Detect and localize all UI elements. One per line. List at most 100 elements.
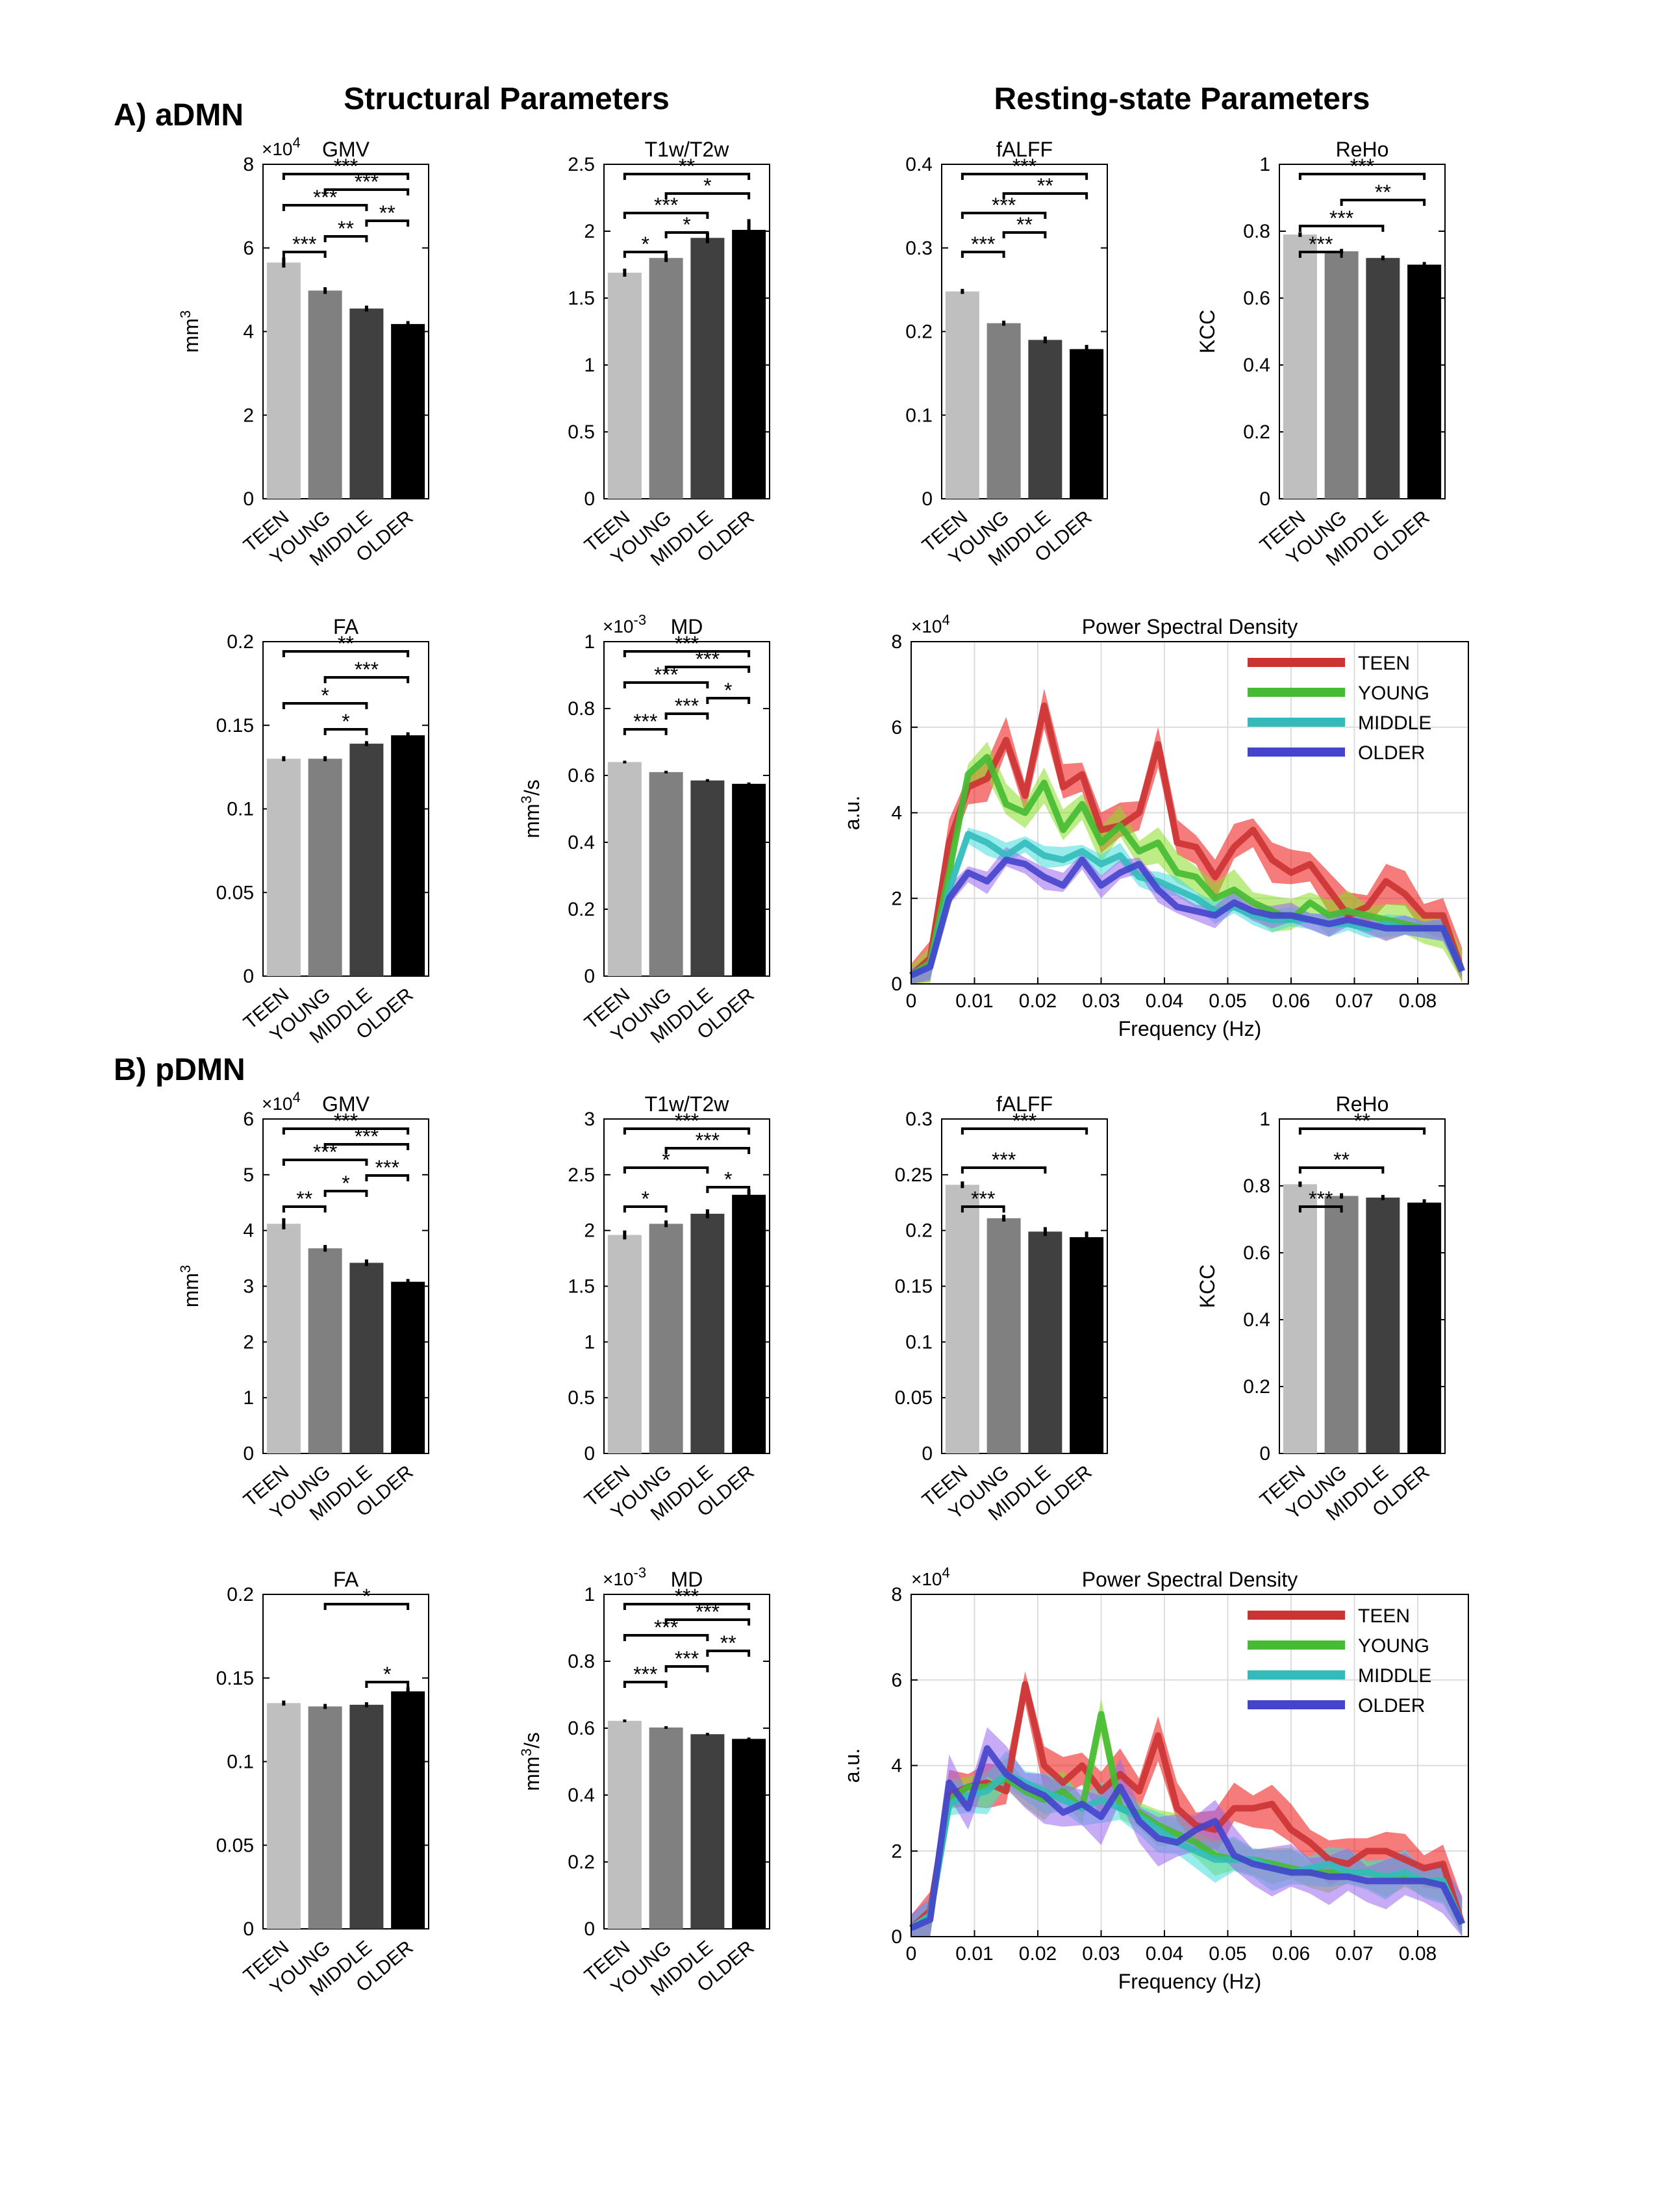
significance-stars: *** xyxy=(992,1148,1016,1172)
chart-title: Power Spectral Density xyxy=(1082,1568,1298,1591)
chart-title: FA xyxy=(333,615,359,638)
header-resting: Resting-state Parameters xyxy=(994,82,1370,116)
y-tick-label: 1 xyxy=(584,1331,595,1353)
chart-title: Power Spectral Density xyxy=(1082,615,1298,638)
y-tick-label: 0 xyxy=(584,1918,595,1940)
significance-bracket xyxy=(282,1205,327,1213)
significance-bracket xyxy=(323,1190,368,1197)
y-tick-label: 0.1 xyxy=(227,799,254,820)
significance-bracket xyxy=(323,728,368,735)
bar-middle xyxy=(1366,1198,1400,1453)
y-tick-label: 8 xyxy=(891,1584,902,1605)
significance-stars: * xyxy=(703,174,711,197)
chart-title: T1w/T2w xyxy=(645,1092,730,1116)
y-tick-label: 0.4 xyxy=(568,1785,595,1806)
significance-stars: *** xyxy=(1309,233,1333,256)
significance-bracket xyxy=(961,251,1005,258)
y-tick-label: 0.15 xyxy=(216,1668,254,1689)
significance-bracket xyxy=(365,220,410,227)
bar-chart-a-falff: 00.10.20.30.4TEENYOUNGMIDDLEOLDER*******… xyxy=(905,138,1108,570)
bar-teen xyxy=(945,291,979,499)
plot-frame xyxy=(603,164,770,499)
y-tick-label: 0.5 xyxy=(568,1387,595,1409)
x-tick-label: 0.02 xyxy=(1019,990,1057,1012)
bar-middle xyxy=(1028,340,1062,499)
bar-young xyxy=(308,759,342,976)
significance-bracket xyxy=(961,1127,1088,1135)
bar-teen xyxy=(266,1224,301,1453)
bar-teen xyxy=(266,1703,301,1929)
bar-young xyxy=(986,323,1021,499)
series-line-teen xyxy=(909,1681,1466,1931)
y-tick-label: 0 xyxy=(891,1926,902,1948)
y-tick-label: 0 xyxy=(922,1443,933,1464)
y-tick-label: 0.1 xyxy=(227,1752,254,1773)
y-tick-label: 0 xyxy=(584,966,595,987)
bar-young xyxy=(308,1248,342,1453)
y-axis-label: mm3/s xyxy=(518,779,544,838)
bar-middle xyxy=(690,780,725,976)
y-tick-label: 0 xyxy=(243,966,254,987)
y-tick-label: 4 xyxy=(891,1755,902,1777)
x-tick-label: 0.07 xyxy=(1335,1943,1373,1965)
significance-stars: ** xyxy=(720,1631,736,1655)
significance-bracket xyxy=(323,235,368,242)
bar-middle xyxy=(349,308,384,499)
x-axis-label: Frequency (Hz) xyxy=(1118,1017,1262,1040)
x-tick-label: 0.08 xyxy=(1399,1943,1437,1965)
chart-title: T1w/T2w xyxy=(645,138,730,161)
significance-bracket xyxy=(706,697,751,704)
bar-older xyxy=(732,783,766,976)
y-axis-label: a.u. xyxy=(840,796,864,830)
bar-young xyxy=(649,772,683,976)
x-tick-label: 0.01 xyxy=(955,990,993,1012)
series-line-older xyxy=(909,856,1465,979)
axis-multiplier: ×10-3 xyxy=(603,1565,646,1589)
y-tick-label: 1.5 xyxy=(568,1276,595,1298)
y-tick-label: 0.6 xyxy=(568,1718,595,1739)
significance-stars: ** xyxy=(1016,213,1033,236)
significance-bracket xyxy=(1002,231,1047,238)
y-tick-label: 2 xyxy=(243,405,254,426)
y-tick-label: 0 xyxy=(243,488,254,510)
significance-stars: * xyxy=(321,684,329,707)
significance-stars: * xyxy=(683,213,690,236)
y-tick-label: 2 xyxy=(584,221,595,242)
y-tick-label: 8 xyxy=(891,631,902,653)
y-tick-label: 1 xyxy=(1259,154,1270,175)
x-tick-label: 0.06 xyxy=(1272,990,1310,1012)
y-tick-label: 0.6 xyxy=(568,765,595,786)
y-tick-label: 0.15 xyxy=(895,1276,933,1298)
chart-title: FA xyxy=(333,1568,359,1591)
y-tick-label: 1.5 xyxy=(568,288,595,309)
significance-bracket xyxy=(623,1603,751,1610)
significance-bracket xyxy=(623,212,709,219)
y-tick-label: 0.6 xyxy=(1243,288,1270,309)
significance-bracket xyxy=(282,251,327,258)
significance-bracket xyxy=(1298,251,1343,258)
bar-teen xyxy=(607,1235,642,1453)
significance-bracket xyxy=(323,188,410,195)
significance-bracket xyxy=(623,1166,709,1174)
significance-bracket xyxy=(282,1159,368,1166)
significance-stars: * xyxy=(662,1148,670,1172)
significance-stars: * xyxy=(342,710,349,733)
y-tick-label: 2 xyxy=(243,1331,254,1353)
significance-stars: *** xyxy=(971,1187,995,1211)
bar-older xyxy=(732,1739,766,1929)
significance-bracket xyxy=(323,676,410,683)
bar-middle xyxy=(349,1704,384,1929)
bar-teen xyxy=(266,262,301,499)
y-tick-label: 0.2 xyxy=(227,631,254,653)
x-tick-label: 0.01 xyxy=(955,1943,993,1965)
y-tick-label: 0.4 xyxy=(1243,1309,1270,1331)
axis-multiplier: ×104 xyxy=(262,1089,301,1114)
y-tick-label: 2.5 xyxy=(568,154,595,175)
y-tick-label: 0.5 xyxy=(568,421,595,443)
axis-multiplier: ×104 xyxy=(911,1565,950,1589)
significance-bracket xyxy=(623,251,668,258)
significance-stars: *** xyxy=(633,1663,657,1686)
significance-bracket xyxy=(365,1174,410,1181)
y-tick-label: 1 xyxy=(243,1387,254,1409)
legend-label-older: OLDER xyxy=(1358,742,1425,764)
